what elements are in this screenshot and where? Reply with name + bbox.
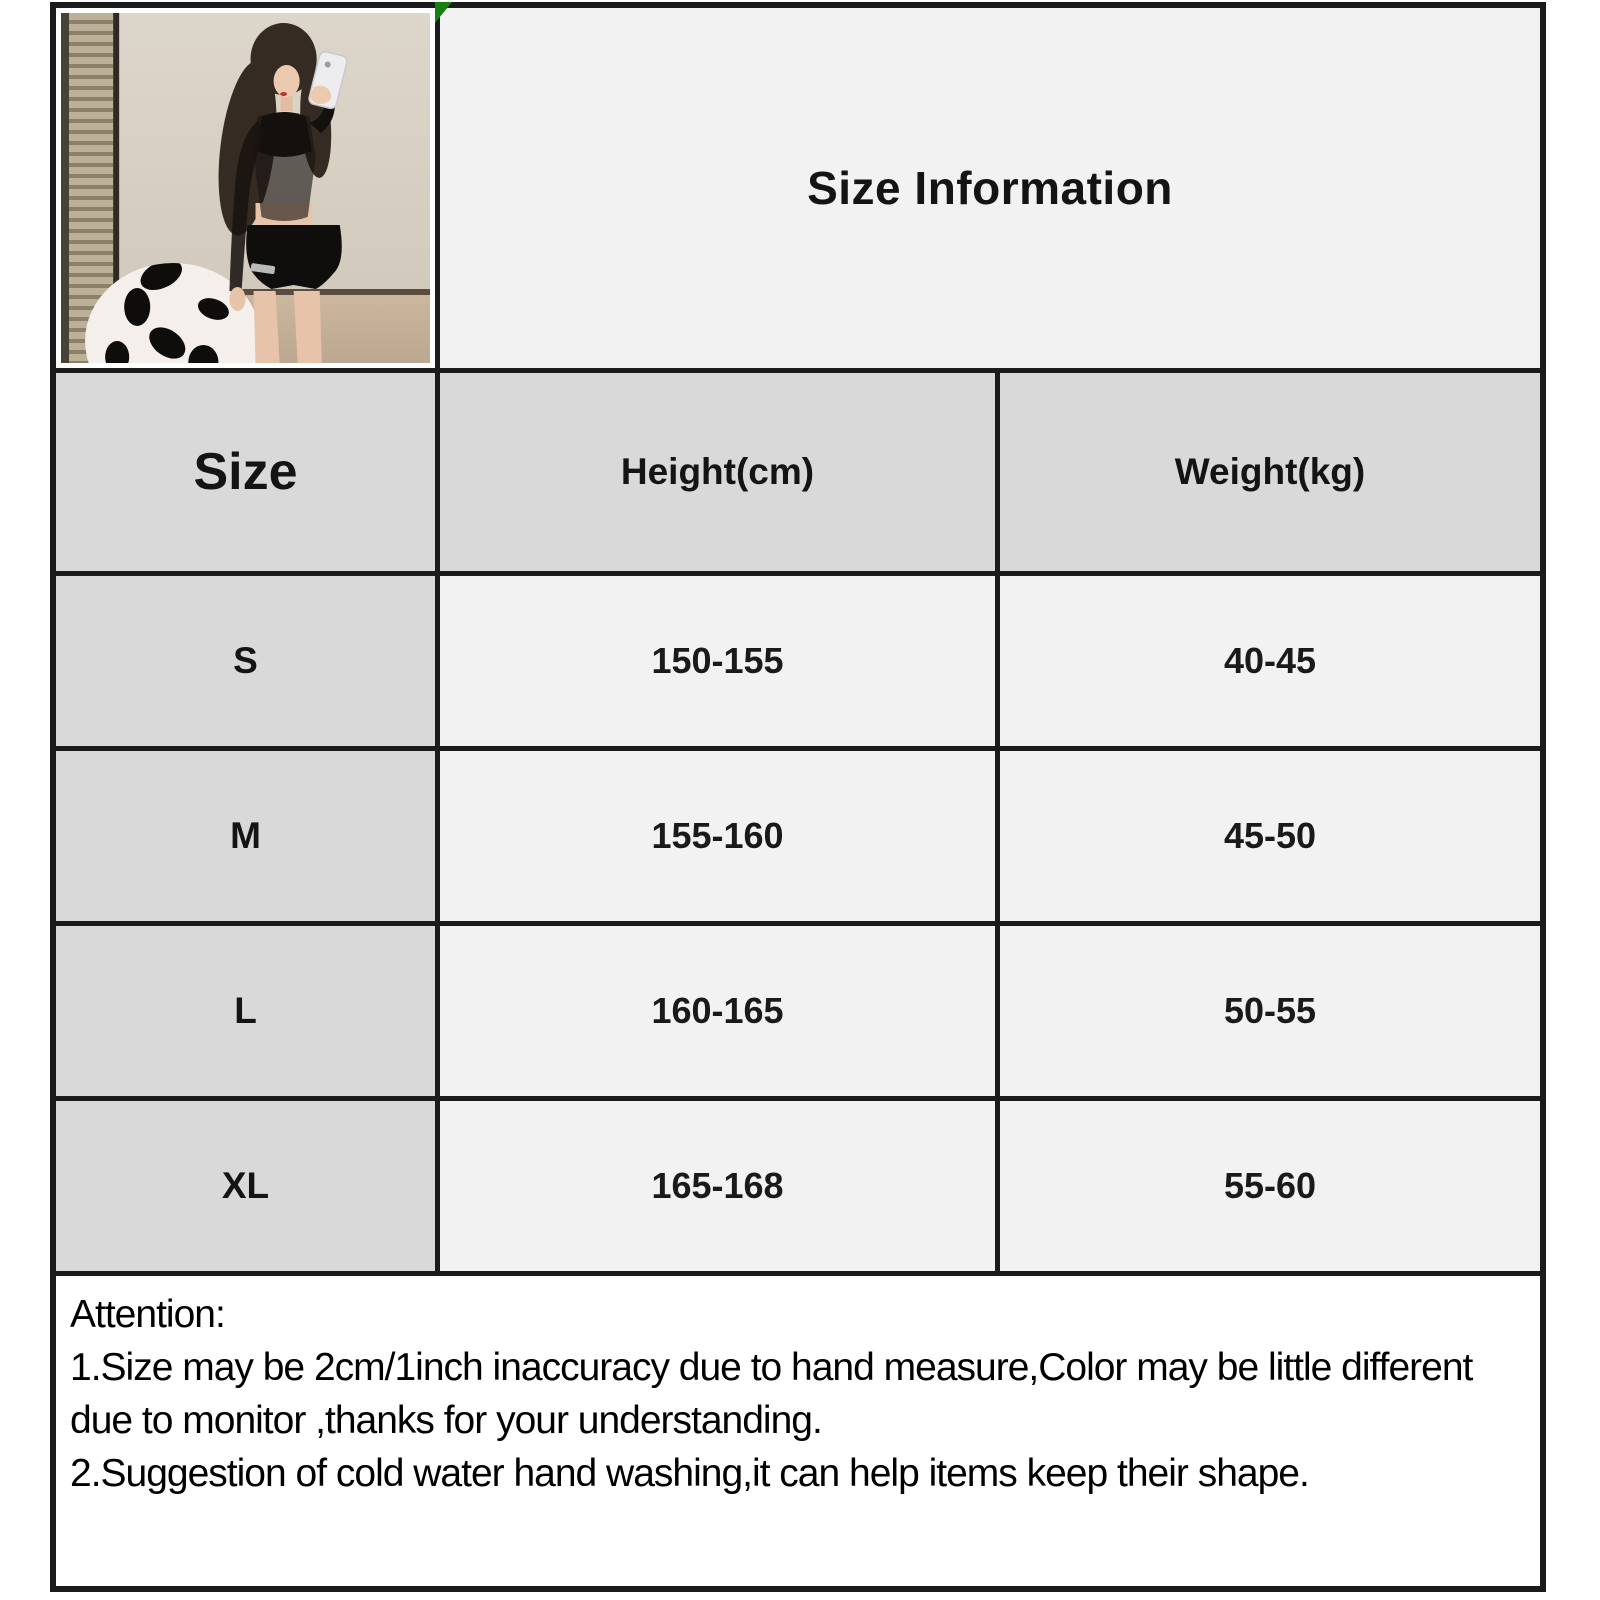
product-photo-illustration <box>61 13 430 363</box>
size-label-m: M <box>56 751 435 921</box>
column-header-height: Height(cm) <box>440 373 995 571</box>
baseboard <box>61 289 430 295</box>
table-title-cell: Size Information <box>435 2 1540 368</box>
weight-value-s: 40-45 <box>1000 576 1540 746</box>
height-value-m: 155-160 <box>440 751 995 921</box>
size-chart-table: Size Information Size Height(cm) Weight(… <box>50 2 1546 1592</box>
attention-note-2: 2.Suggestion of cold water hand washing,… <box>70 1452 1310 1495</box>
column-header-size: Size <box>56 373 435 571</box>
height-value-s: 150-155 <box>440 576 995 746</box>
size-label-xl: XL <box>56 1101 435 1271</box>
product-photo <box>56 8 435 368</box>
weight-value-l: 50-55 <box>1000 926 1540 1096</box>
height-value-l: 160-165 <box>440 926 995 1096</box>
weight-value-m: 45-50 <box>1000 751 1540 921</box>
attention-note-box: Attention: 1.Size may be 2cm/1inch inacc… <box>56 1276 1540 1586</box>
attention-note-1: 1.Size may be 2cm/1inch inaccuracy due t… <box>70 1346 1473 1442</box>
panel-frame <box>113 13 120 363</box>
size-label-l: L <box>56 926 435 1096</box>
panel-edge <box>61 13 70 363</box>
model-figure <box>218 23 348 363</box>
cow-print-beanbag <box>85 263 262 363</box>
height-value-xl: 165-168 <box>440 1101 995 1271</box>
corner-marker-icon <box>435 2 452 23</box>
attention-heading: Attention: <box>70 1293 226 1336</box>
column-header-weight: Weight(kg) <box>1000 373 1540 571</box>
page-title: Size Information <box>807 162 1173 214</box>
size-label-s: S <box>56 576 435 746</box>
weight-value-xl: 55-60 <box>1000 1101 1540 1271</box>
